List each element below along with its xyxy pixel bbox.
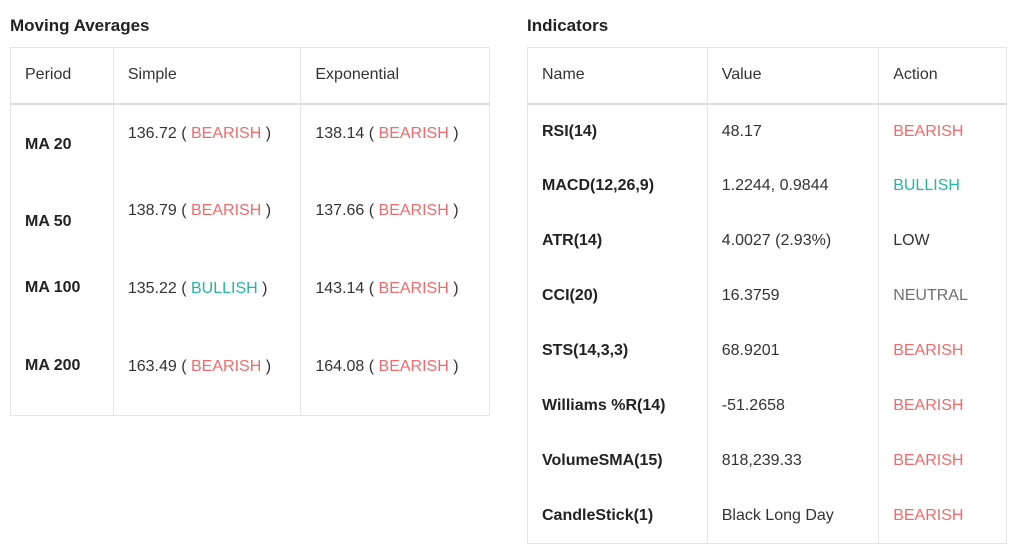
ma-exp-value: 137.66 — [315, 201, 365, 219]
indicator-action: BEARISH — [878, 378, 1007, 434]
table-row: MA 50 138.79 ( BEARISH ) 137.66 ( BEARISH … — [10, 181, 490, 260]
table-header-row: Period Simple Exponential — [10, 47, 490, 105]
indicator-action: NEUTRAL — [878, 268, 1007, 324]
indicator-name: VolumeSMA(15) — [527, 433, 708, 489]
table-row: ATR(14) 4.0027 (2.93%) LOW — [527, 213, 1007, 269]
header-action: Action — [878, 47, 1007, 105]
ma-period: MA 50 — [10, 181, 114, 260]
moving-averages-title: Moving Averages — [10, 16, 150, 35]
moving-averages-section: Moving Averages Period Simple Exponentia… — [10, 0, 490, 416]
ma-exp-value: 138.14 — [315, 124, 365, 142]
ma-simple-cell: 138.79 ( BEARISH ) — [112, 181, 302, 260]
table-row: MACD(12,26,9) 1.2244, 0.9844 BULLISH — [527, 158, 1007, 214]
header-name: Name — [527, 47, 708, 105]
ma-simple-cell: 136.72 ( BEARISH ) — [112, 103, 302, 182]
indicator-value: -51.2658 — [706, 378, 880, 434]
ma-simple-signal: BULLISH — [191, 279, 258, 297]
ma-exp-signal: BEARISH — [378, 279, 449, 297]
ma-period: MA 200 — [10, 337, 114, 416]
table-row: MA 100 135.22 ( BULLISH ) 143.14 ( BEARISH… — [10, 259, 490, 338]
indicators-table: Name Value Action RSI(14) 48.17 BEARISH MAC… — [527, 47, 1007, 544]
ma-exp-signal: BEARISH — [378, 357, 449, 375]
ma-simple-value: 163.49 — [127, 357, 177, 375]
indicators-section: Indicators Name Value Action RSI(14) 48.1… — [527, 0, 1007, 544]
ma-exp-cell: 143.14 ( BEARISH ) — [300, 259, 490, 338]
indicator-action: BEARISH — [878, 488, 1007, 544]
ma-exp-signal: BEARISH — [378, 124, 449, 142]
indicator-name: ATR(14) — [527, 213, 708, 269]
indicator-action: LOW — [878, 213, 1007, 269]
table-row: CandleStick(1) Black Long Day BEARISH — [527, 488, 1007, 544]
indicator-name: Williams %R(14) — [527, 378, 708, 434]
header-value: Value — [706, 47, 880, 105]
header-exponential: Exponential — [300, 47, 490, 105]
ma-exp-value: 143.14 — [315, 279, 365, 297]
ma-simple-signal: BEARISH — [191, 201, 262, 219]
indicators-title: Indicators — [527, 16, 609, 35]
ma-exp-cell: 164.08 ( BEARISH ) — [300, 337, 490, 416]
ma-period: MA 100 — [10, 259, 114, 338]
indicator-value: 16.3759 — [706, 268, 880, 324]
ma-simple-signal: BEARISH — [191, 357, 262, 375]
indicator-name: RSI(14) — [527, 103, 708, 159]
table-row: RSI(14) 48.17 BEARISH — [527, 103, 1007, 159]
indicator-name: CandleStick(1) — [527, 488, 708, 544]
ma-exp-cell: 137.66 ( BEARISH ) — [300, 181, 490, 260]
indicator-value: 48.17 — [706, 103, 880, 159]
indicator-value: 1.2244, 0.9844 — [706, 158, 880, 214]
indicator-value: 68.9201 — [706, 323, 880, 379]
ma-simple-value: 138.79 — [127, 201, 177, 219]
ma-simple-value: 136.72 — [127, 124, 177, 142]
indicator-action: BEARISH — [878, 103, 1007, 159]
table-row: STS(14,3,3) 68.9201 BEARISH — [527, 323, 1007, 379]
header-period: Period — [10, 47, 114, 105]
ma-simple-signal: BEARISH — [191, 124, 262, 142]
indicator-action: BEARISH — [878, 323, 1007, 379]
table-row: MA 200 163.49 ( BEARISH ) 164.08 ( BEARISH… — [10, 337, 490, 416]
ma-exp-signal: BEARISH — [378, 201, 449, 219]
indicator-value: Black Long Day — [706, 488, 880, 544]
table-header-row: Name Value Action — [527, 47, 1007, 105]
indicator-action: BULLISH — [878, 158, 1007, 214]
indicator-action: BEARISH — [878, 433, 1007, 489]
indicator-name: STS(14,3,3) — [527, 323, 708, 379]
ma-exp-cell: 138.14 ( BEARISH ) — [300, 103, 490, 182]
table-row: CCI(20) 16.3759 NEUTRAL — [527, 268, 1007, 324]
table-row: MA 20 136.72 ( BEARISH ) 138.14 ( BEARISH … — [10, 103, 490, 182]
indicator-name: CCI(20) — [527, 268, 708, 324]
ma-simple-cell: 135.22 ( BULLISH ) — [112, 259, 302, 338]
ma-simple-value: 135.22 — [127, 279, 177, 297]
ma-period: MA 20 — [10, 103, 114, 182]
indicator-value: 818,239.33 — [706, 433, 880, 489]
table-row: Williams %R(14) -51.2658 BEARISH — [527, 378, 1007, 434]
table-row: VolumeSMA(15) 818,239.33 BEARISH — [527, 433, 1007, 489]
indicator-name: MACD(12,26,9) — [527, 158, 708, 214]
moving-averages-table: Period Simple Exponential MA 20 136.72 ( … — [10, 47, 490, 416]
indicator-value: 4.0027 (2.93%) — [706, 213, 880, 269]
ma-exp-value: 164.08 — [315, 357, 365, 375]
ma-simple-cell: 163.49 ( BEARISH ) — [112, 337, 302, 416]
header-simple: Simple — [112, 47, 302, 105]
